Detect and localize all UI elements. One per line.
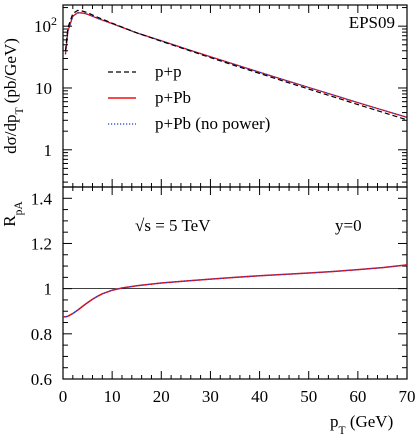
legend-label: p+p xyxy=(155,62,182,81)
series-line-p-p xyxy=(64,9,407,121)
bottom-series-group xyxy=(63,264,407,318)
annotation-rapidity: y=0 xyxy=(335,216,362,235)
x-tick-label: 60 xyxy=(349,387,366,406)
y-tick-label: 102 xyxy=(34,14,57,36)
x-tick-label: 10 xyxy=(104,387,121,406)
bottom-y-axis-label: RpA xyxy=(0,201,25,227)
x-tick-label: 30 xyxy=(202,387,219,406)
y-tick-label: 1 xyxy=(44,280,53,299)
y-tick-label: 0.6 xyxy=(31,370,52,389)
y-tick-label: 10 xyxy=(35,79,52,98)
annotation-eps09: EPS09 xyxy=(349,13,395,32)
x-tick-label: 70 xyxy=(399,387,415,406)
top-y-axis-label: dσ/dpT (pb/GeV) xyxy=(1,38,26,154)
x-tick-label: 50 xyxy=(300,387,317,406)
x-axis-label: pT (GeV) xyxy=(330,412,393,434)
x-tick-label: 20 xyxy=(153,387,170,406)
x-tick-label: 40 xyxy=(251,387,268,406)
series-line-p-pb-no-power- xyxy=(64,12,407,118)
annotation-sqrt-s: √s = 5 TeV xyxy=(135,216,211,235)
y-tick-label: 0.8 xyxy=(31,325,52,344)
y-tick-label: 1 xyxy=(44,141,53,160)
y-tick-label: 1.4 xyxy=(31,189,53,208)
y-tick-label: 1.2 xyxy=(31,234,52,253)
ratio-line-p-pb-no-power- xyxy=(63,264,407,318)
legend-label: p+Pb (no power) xyxy=(155,114,270,133)
top-panel-frame xyxy=(62,4,408,188)
bottom-panel-frame xyxy=(62,186,408,380)
x-tick-label: 0 xyxy=(59,387,68,406)
legend-label: p+Pb xyxy=(155,88,191,107)
ratio-line-p-pb xyxy=(63,264,407,318)
